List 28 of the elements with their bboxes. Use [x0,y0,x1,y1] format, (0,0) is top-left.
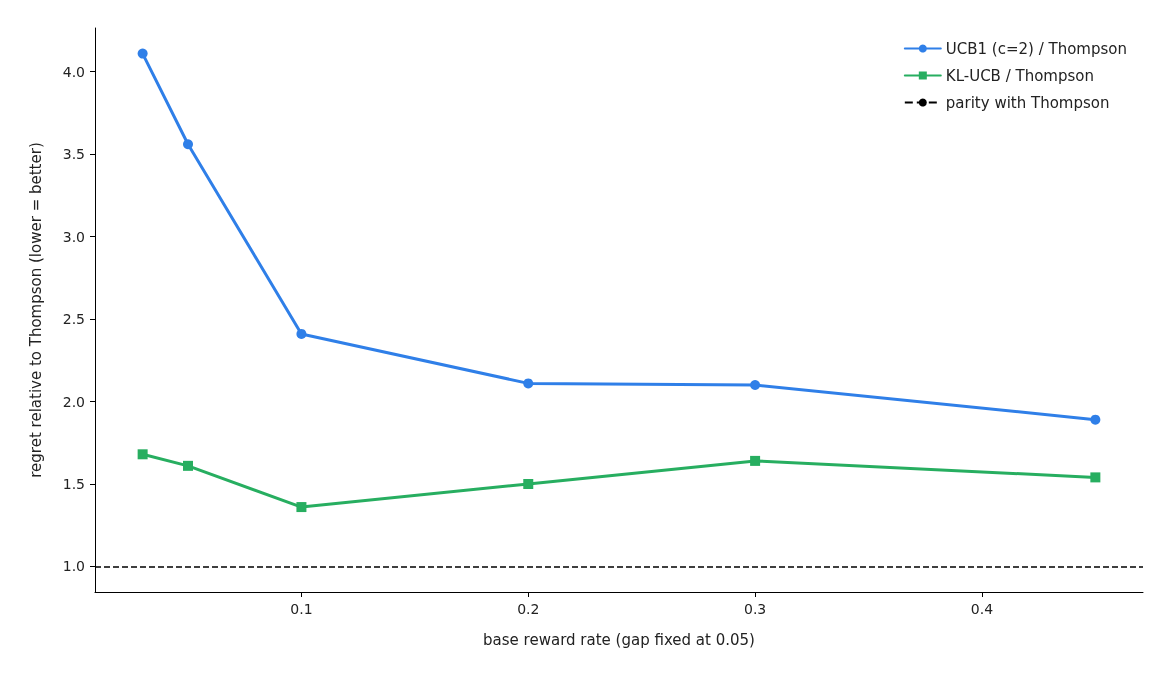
point [296,328,307,339]
point [523,378,534,389]
x-tick-label: 0.1 [290,601,313,617]
y-tick-label: 2.0 [62,393,85,410]
point [750,380,761,391]
x-tick-label: 0.4 [970,601,994,617]
y-axis-title: regret relative to Thompson (lower = better) [26,142,45,478]
x-axis-title: base reward rate (gap fixed at 0.05) [483,630,755,649]
y-tick-label: 1.0 [62,558,85,575]
y-tick-label: 1.5 [62,475,85,492]
y-tick-label: 3.5 [62,146,85,163]
point [137,48,148,59]
point [137,449,148,460]
point [523,478,534,489]
y-tick-label: 2.5 [62,311,85,328]
point [296,502,307,513]
point [1090,414,1101,425]
legend-label: UCB1 (c=2) / Thompson [945,39,1127,58]
point [750,455,761,466]
x-tick-label: 0.2 [517,601,540,617]
y-tick-label: 4.0 [62,63,85,80]
y-tick-label: 3.0 [62,228,85,245]
point [1090,472,1101,483]
point [183,139,193,150]
x-tick-label: 0.3 [743,601,767,617]
legend-label: parity with Thompson [945,93,1110,112]
point [183,460,193,471]
legend-label: KL-UCB / Thompson [945,66,1094,85]
